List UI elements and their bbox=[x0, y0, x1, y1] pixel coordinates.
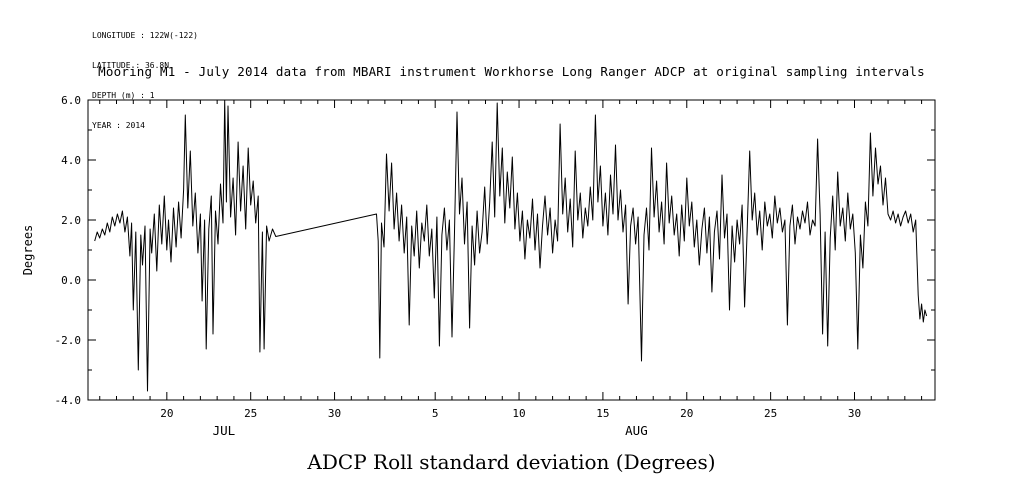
y-tick-label: -4.0 bbox=[55, 394, 82, 407]
station-metadata: LONGITUDE : 122W(-122) LATITUDE : 36.8N … bbox=[92, 11, 198, 151]
month-label: JUL bbox=[213, 423, 236, 438]
x-tick-label: 25 bbox=[244, 407, 257, 420]
y-tick-label: -2.0 bbox=[55, 334, 82, 347]
x-tick-label: 20 bbox=[680, 407, 693, 420]
x-tick-label: 20 bbox=[160, 407, 173, 420]
figure-caption: ADCP Roll standard deviation (Degrees) bbox=[307, 450, 716, 474]
month-label: AUG bbox=[625, 423, 648, 438]
plot-title: Mooring M1 - July 2014 data from MBARI i… bbox=[98, 64, 925, 79]
meta-year: YEAR : 2014 bbox=[92, 121, 145, 130]
meta-longitude: LONGITUDE : 122W(-122) bbox=[92, 31, 198, 40]
x-tick-label: 5 bbox=[432, 407, 439, 420]
x-tick-label: 30 bbox=[848, 407, 861, 420]
y-tick-label: 4.0 bbox=[61, 154, 81, 167]
y-axis-label: Degrees bbox=[21, 225, 35, 276]
y-tick-label: 2.0 bbox=[61, 214, 81, 227]
roll-stddev-line bbox=[94, 99, 928, 392]
x-tick-label: 30 bbox=[328, 407, 341, 420]
y-tick-label: 0.0 bbox=[61, 274, 81, 287]
x-tick-label: 15 bbox=[596, 407, 609, 420]
x-tick-label: 10 bbox=[512, 407, 525, 420]
meta-latitude: LATITUDE : 36.8N bbox=[92, 61, 170, 70]
x-tick-label: 25 bbox=[764, 407, 777, 420]
y-tick-label: 6.0 bbox=[61, 94, 81, 107]
meta-depth: DEPTH (m) : 1 bbox=[92, 91, 155, 100]
